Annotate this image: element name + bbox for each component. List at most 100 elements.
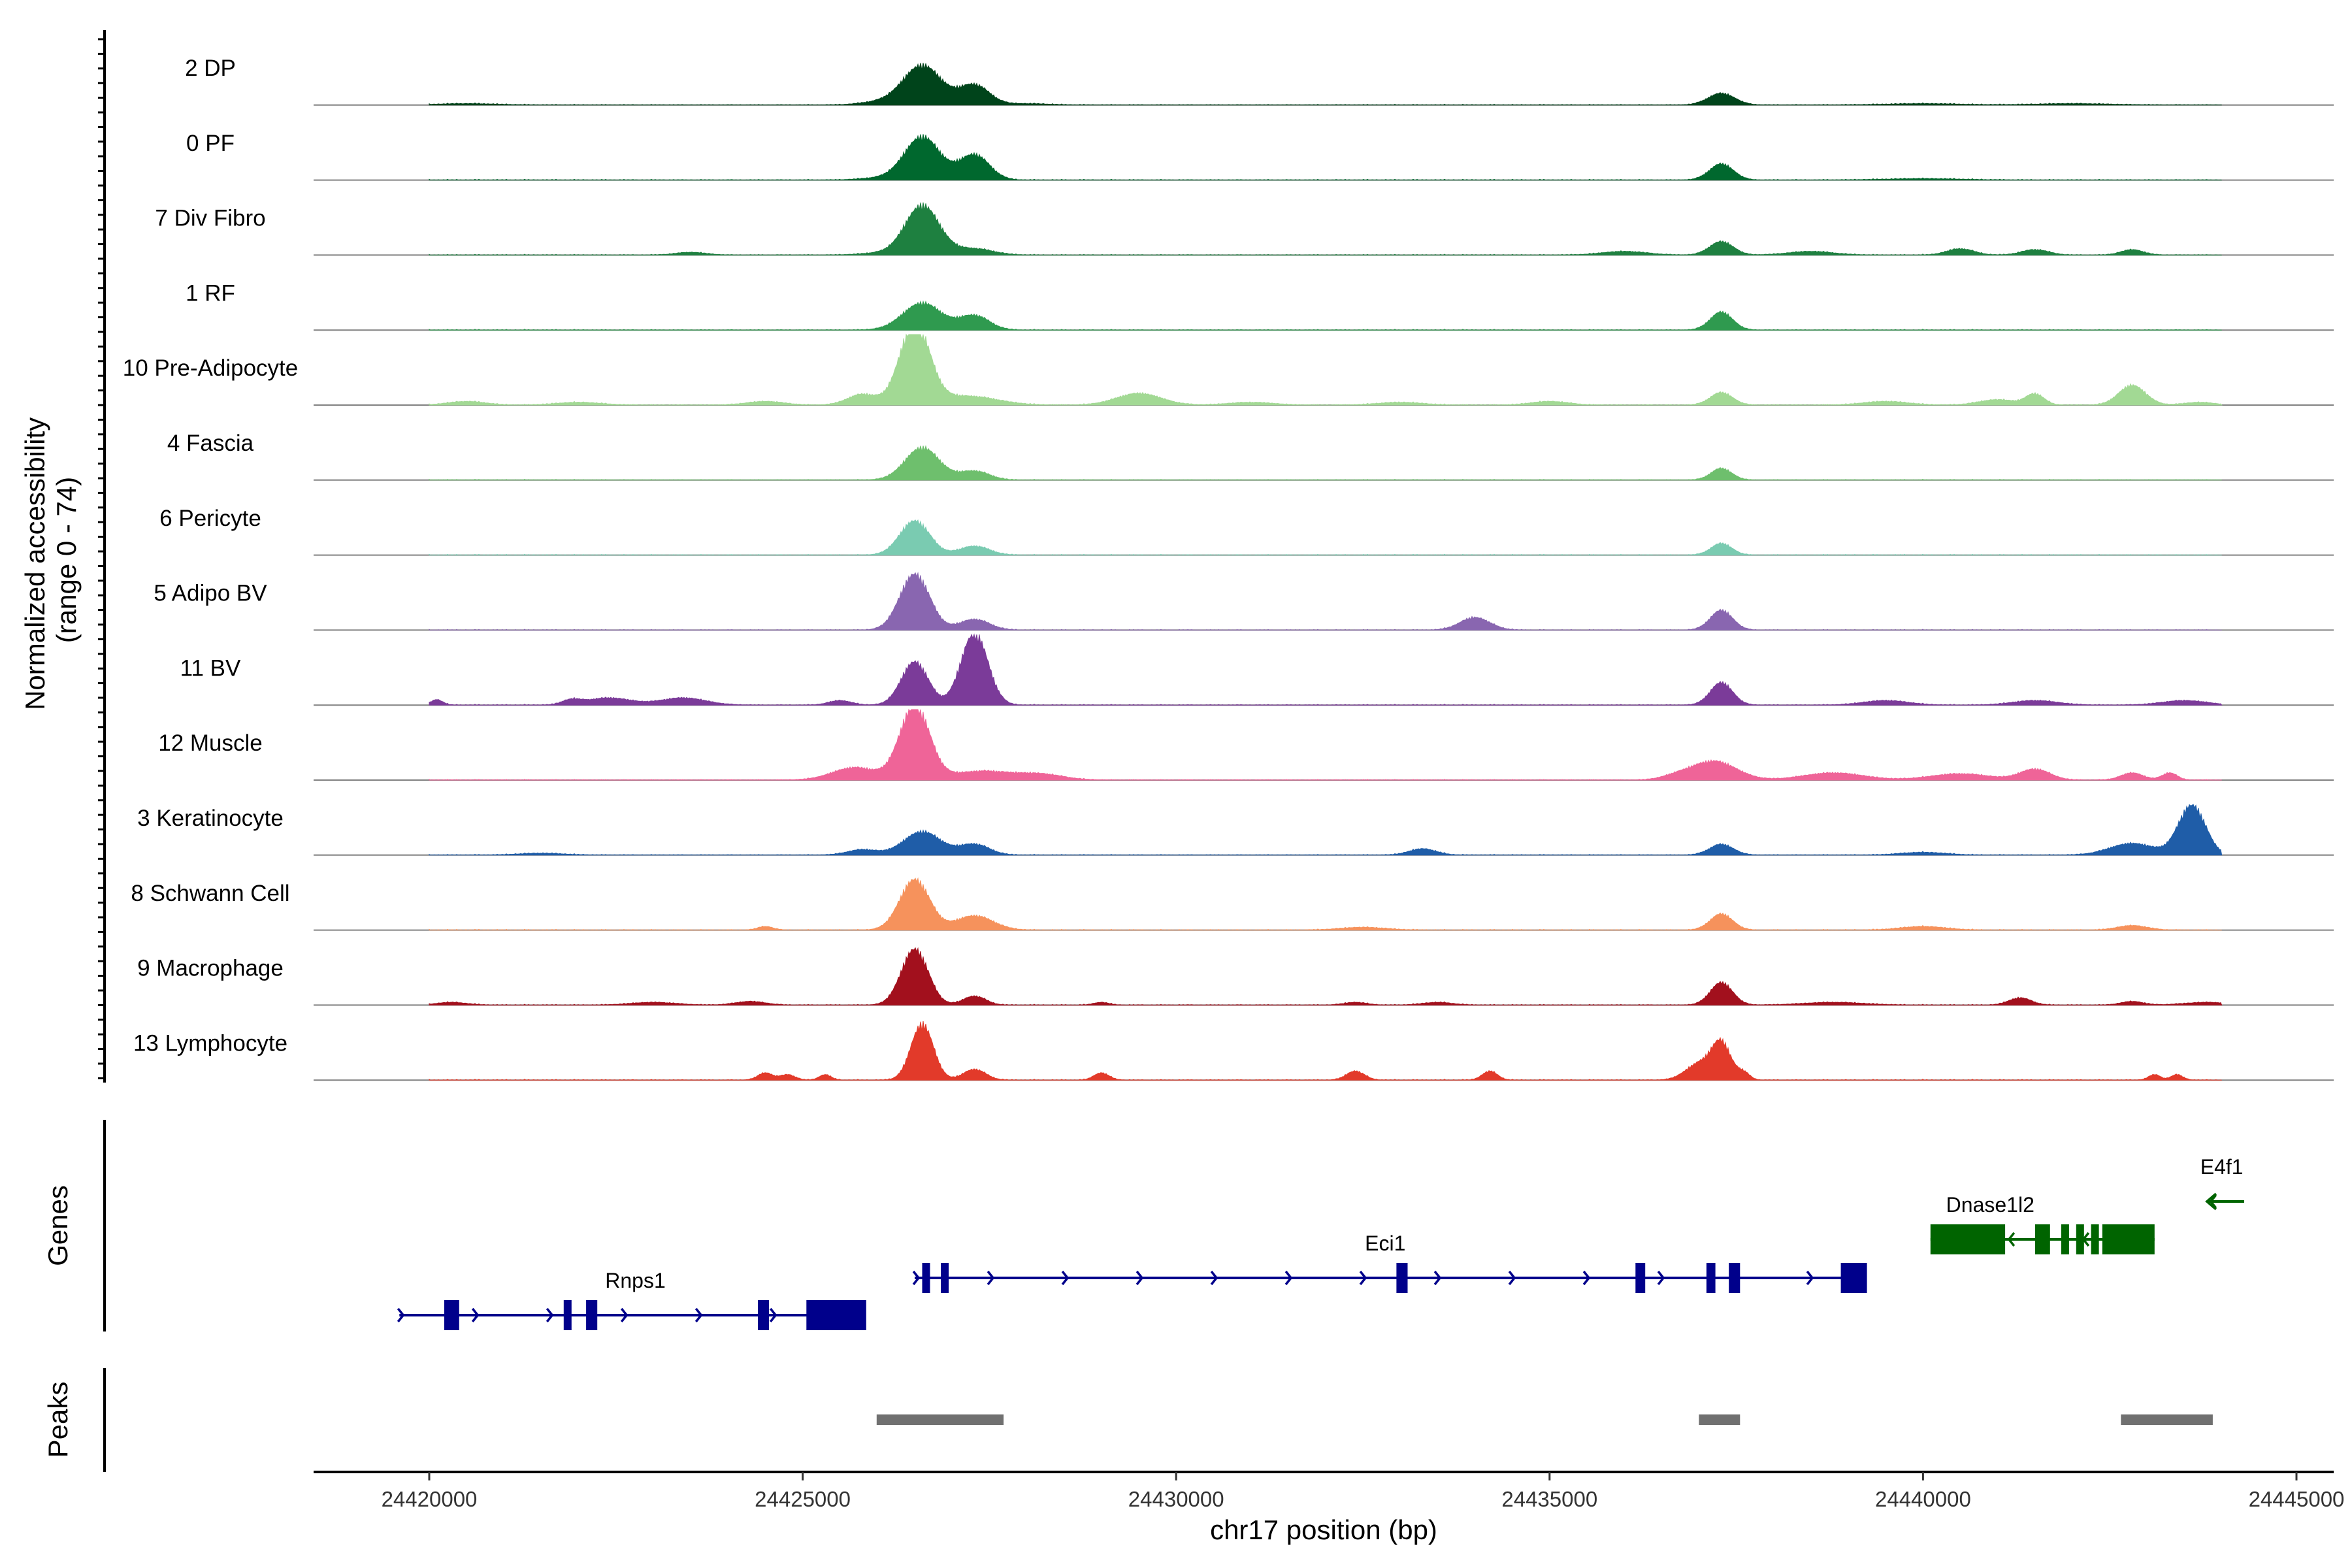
genes-panel: Genes Rnps1 Eci1 Dnase1l2 E4f1 xyxy=(42,1120,2244,1331)
gene-label: E4f1 xyxy=(2200,1155,2244,1179)
track-1-rf: 1 RF xyxy=(186,280,2334,331)
track-label: 3 Keratinocyte xyxy=(137,806,284,831)
x-tick-label: 24440000 xyxy=(1875,1487,1971,1511)
exon xyxy=(806,1300,866,1330)
track-6-pericyte: 6 Pericyte xyxy=(159,506,2334,556)
exon xyxy=(922,1263,930,1293)
strand-chevron xyxy=(912,1270,921,1286)
track-label: 6 Pericyte xyxy=(159,506,261,531)
exon xyxy=(444,1300,459,1330)
exon xyxy=(563,1300,572,1330)
x-tick-label: 24425000 xyxy=(755,1487,851,1511)
gene-label: Rnps1 xyxy=(605,1269,666,1292)
track-7-div-fibro: 7 Div Fibro xyxy=(155,202,2334,256)
peak-region-bar xyxy=(2121,1414,2213,1425)
peaks-panel: Peaks xyxy=(42,1368,2213,1472)
track-label: 0 PF xyxy=(186,131,235,156)
exon xyxy=(1396,1263,1408,1293)
track-8-schwann-cell: 8 Schwann Cell xyxy=(131,877,2334,931)
gene-dnase1l2: Dnase1l2 xyxy=(1930,1193,2155,1254)
strand-chevron xyxy=(546,1307,554,1323)
gene-label: Dnase1l2 xyxy=(1946,1193,2034,1217)
strand-chevron xyxy=(471,1307,480,1323)
peak-region-bar xyxy=(1699,1414,1740,1425)
peaks-panel-title: Peaks xyxy=(42,1382,73,1458)
track-label: 11 BV xyxy=(180,655,241,681)
track-area xyxy=(429,134,2222,181)
x-tick-label: 24420000 xyxy=(382,1487,478,1511)
track-area xyxy=(429,202,2222,255)
track-area xyxy=(429,519,2222,556)
y-axis-title: Normalized accessibility (range 0 - 74) xyxy=(20,410,82,710)
exon xyxy=(1729,1263,1740,1293)
exon xyxy=(2034,1224,2050,1254)
track-10-pre-adipocyte: 10 Pre-Adipocyte xyxy=(123,333,2334,406)
strand-chevron xyxy=(2209,1194,2217,1209)
exon xyxy=(2076,1224,2084,1254)
track-label: 10 Pre-Adipocyte xyxy=(123,355,298,381)
coverage-tracks: 2 DP 0 PF 7 Div Fibro 1 RF 10 Pre-Adipocyte 4… xyxy=(123,56,2334,1081)
track-label: 4 Fascia xyxy=(167,431,254,456)
track-11-bv: 11 BV xyxy=(180,633,2334,706)
strand-chevron xyxy=(1359,1270,1367,1286)
track-5-adipo-bv: 5 Adipo BV xyxy=(154,572,2334,631)
y-axis-title-line-2: (range 0 - 74) xyxy=(51,477,82,643)
y-axis-title-line-1: Normalized accessibility xyxy=(20,417,50,710)
track-label: 2 DP xyxy=(185,56,236,81)
track-area xyxy=(429,1021,2222,1081)
strand-chevron xyxy=(769,1307,777,1323)
exon xyxy=(2061,1224,2069,1254)
strand-arrow xyxy=(2205,1192,2217,1211)
x-axis-title: chr17 position (bp) xyxy=(1210,1514,1437,1545)
exon xyxy=(941,1263,949,1293)
track-3-keratinocyte: 3 Keratinocyte xyxy=(137,804,2334,856)
x-axis-ticks: 24420000 24425000 24430000 24435000 24440000… xyxy=(382,1472,2345,1511)
track-13-lymphocyte: 13 Lymphocyte xyxy=(133,1021,2334,1081)
x-tick-label: 24435000 xyxy=(1501,1487,1597,1511)
exon xyxy=(1635,1263,1646,1293)
gene-eci1: Eci1 xyxy=(912,1232,1867,1293)
strand-chevron xyxy=(694,1307,703,1323)
track-2-dp: 2 DP xyxy=(185,56,2334,106)
peak-regions xyxy=(876,1414,2213,1425)
gene-rnps1: Rnps1 xyxy=(397,1269,866,1330)
strand-chevron xyxy=(1582,1270,1591,1286)
gene-e4f1: E4f1 xyxy=(2200,1155,2244,1211)
track-area xyxy=(429,333,2223,406)
strand-chevron xyxy=(1508,1270,1516,1286)
track-label: 5 Adipo BV xyxy=(154,581,267,606)
x-tick-label: 24445000 xyxy=(2249,1487,2345,1511)
track-area xyxy=(429,63,2222,106)
strand-chevron xyxy=(1657,1270,1665,1286)
exon xyxy=(586,1300,598,1330)
track-area xyxy=(429,572,2222,630)
track-label: 12 Muscle xyxy=(158,730,263,756)
track-label: 7 Div Fibro xyxy=(155,206,265,231)
strand-chevron xyxy=(1806,1270,1814,1286)
track-4-fascia: 4 Fascia xyxy=(167,431,2334,481)
strand-chevron xyxy=(1135,1270,1144,1286)
strand-chevron xyxy=(987,1270,995,1286)
track-area xyxy=(429,804,2223,856)
peak-region-bar xyxy=(876,1414,1004,1425)
track-area xyxy=(429,300,2222,331)
track-label: 9 Macrophage xyxy=(137,956,284,981)
track-area xyxy=(429,633,2223,706)
exon xyxy=(1930,1224,2006,1254)
exon xyxy=(1706,1263,1716,1293)
strand-chevron xyxy=(2007,1232,2016,1247)
track-9-macrophage: 9 Macrophage xyxy=(137,947,2334,1006)
strand-chevron xyxy=(1284,1270,1293,1286)
track-0-pf: 0 PF xyxy=(186,131,2334,181)
y-axis-ticks xyxy=(98,38,105,1079)
track-area xyxy=(429,445,2222,481)
strand-chevron xyxy=(1061,1270,1070,1286)
exon xyxy=(1840,1263,1867,1293)
gene-models: Rnps1 Eci1 Dnase1l2 E4f1 xyxy=(397,1155,2244,1330)
track-area xyxy=(429,708,2222,781)
gene-label: Eci1 xyxy=(1365,1232,1405,1255)
track-12-muscle: 12 Muscle xyxy=(158,708,2334,781)
x-tick-label: 24430000 xyxy=(1128,1487,1224,1511)
track-label: 1 RF xyxy=(186,280,235,306)
